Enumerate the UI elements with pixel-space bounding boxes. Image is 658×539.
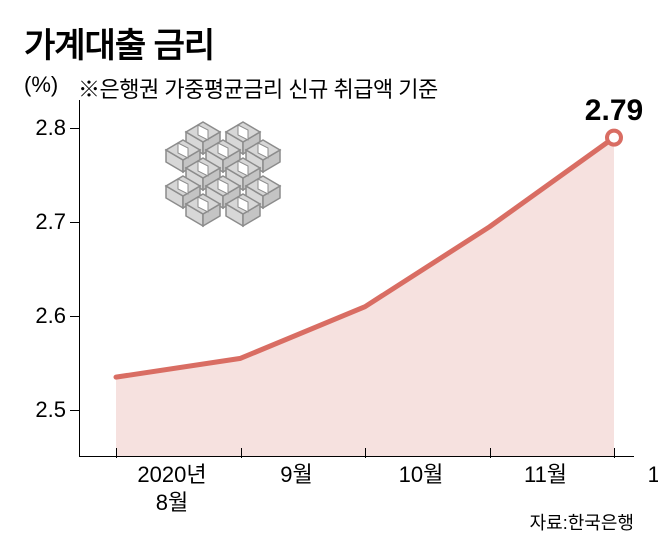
x-axis-line: [80, 456, 634, 457]
y-axis-unit: (%): [24, 72, 58, 98]
x-tick-label: 2020년8월: [137, 461, 206, 516]
money-stack-icon: [148, 112, 298, 237]
x-tick-label: 10월: [399, 461, 444, 489]
x-tick-label: 9월: [280, 461, 312, 489]
y-tick-mark: [70, 222, 80, 223]
end-marker: [607, 131, 621, 145]
x-tick-label: 12월: [648, 461, 658, 489]
y-tick-label: 2.6: [35, 303, 66, 329]
chart-area: 2.52.62.72.8 2.79: [24, 100, 634, 457]
chart-title: 가계대출 금리: [24, 18, 634, 67]
y-tick-label: 2.7: [35, 209, 66, 235]
y-tick-mark: [70, 128, 80, 129]
y-axis: 2.5 2.6 2.7 2.8: [24, 100, 80, 457]
end-value-label: 2.79: [585, 94, 643, 128]
y-tick-label: 2.8: [35, 115, 66, 141]
y-tick-mark: [70, 316, 80, 317]
y-tick-mark: [70, 410, 80, 411]
chart-source: 자료:한국은행: [530, 509, 634, 535]
money-stack-svg: [148, 112, 298, 232]
x-tick-label: 11월: [524, 461, 567, 489]
y-tick-label: 2.5: [35, 397, 66, 423]
